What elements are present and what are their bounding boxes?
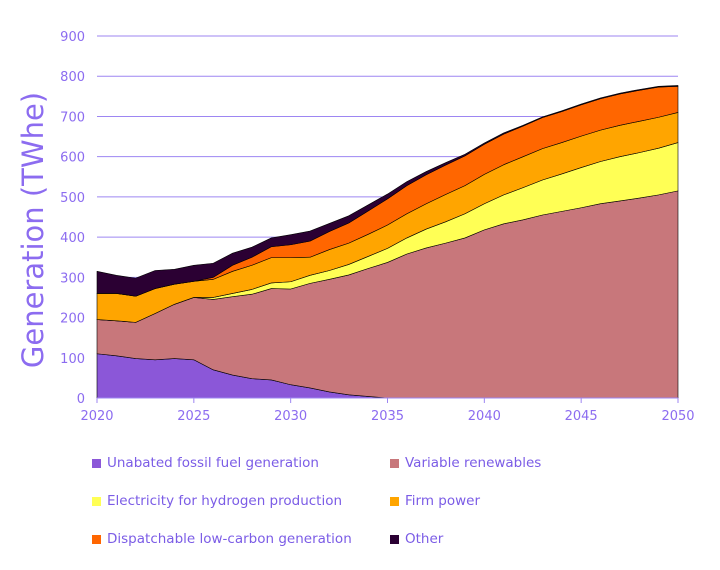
y-tick-label-200: 200: [60, 312, 85, 327]
legend-label: Dispatchable low-carbon generation: [107, 531, 352, 547]
x-tick-label-2020: 2020: [80, 409, 113, 424]
y-tick-label-300: 300: [60, 271, 85, 286]
y-tick-label-500: 500: [60, 191, 85, 206]
y-tick-label-900: 900: [60, 30, 85, 45]
y-tick-label-700: 700: [60, 110, 85, 125]
legend-swatch: [390, 496, 399, 506]
legend-item-2: Variable renewables: [390, 455, 541, 471]
x-tick-label-2040: 2040: [468, 409, 501, 424]
legend-swatch: [92, 458, 101, 468]
area-series-6: [96, 85, 679, 297]
legend-item-4: Firm power: [390, 493, 480, 509]
y-tick-label-400: 400: [60, 231, 85, 246]
legend-label: Electricity for hydrogen production: [107, 493, 343, 509]
legend-label: Variable renewables: [405, 455, 542, 471]
y-tick-label-100: 100: [60, 352, 85, 367]
legend-swatch: [92, 534, 101, 544]
y-tick-label-600: 600: [60, 151, 85, 166]
y-tick-label-800: 800: [60, 70, 85, 85]
legend-swatch: [390, 458, 399, 468]
x-tick-label-2050: 2050: [661, 409, 694, 424]
legend-label: Other: [405, 531, 444, 547]
x-tick-label-2035: 2035: [371, 409, 404, 424]
legend-swatch: [390, 534, 399, 544]
y-tick-label-0: 0: [77, 392, 85, 407]
legend-item-5: Dispatchable low-carbon generation: [92, 531, 352, 547]
legend-label: Unabated fossil fuel generation: [107, 455, 319, 471]
axis-layer: 0 100 200 300 400 500 600 700 800 900 2020 2025 2030…: [60, 30, 694, 424]
x-tick-label-2045: 2045: [565, 409, 598, 424]
legend-item-6: Other: [390, 531, 443, 547]
x-tick-label-2025: 2025: [177, 409, 210, 424]
y-axis-label: Generation (TWhe): [16, 92, 50, 368]
legend-item-3: Electricity for hydrogen production: [92, 493, 342, 509]
x-tick-label-2030: 2030: [274, 409, 307, 424]
area-layer: [96, 85, 679, 399]
legend-item-1: Unabated fossil fuel generation: [92, 455, 319, 471]
legend-swatch: [92, 496, 101, 506]
legend-label: Firm power: [405, 493, 481, 509]
